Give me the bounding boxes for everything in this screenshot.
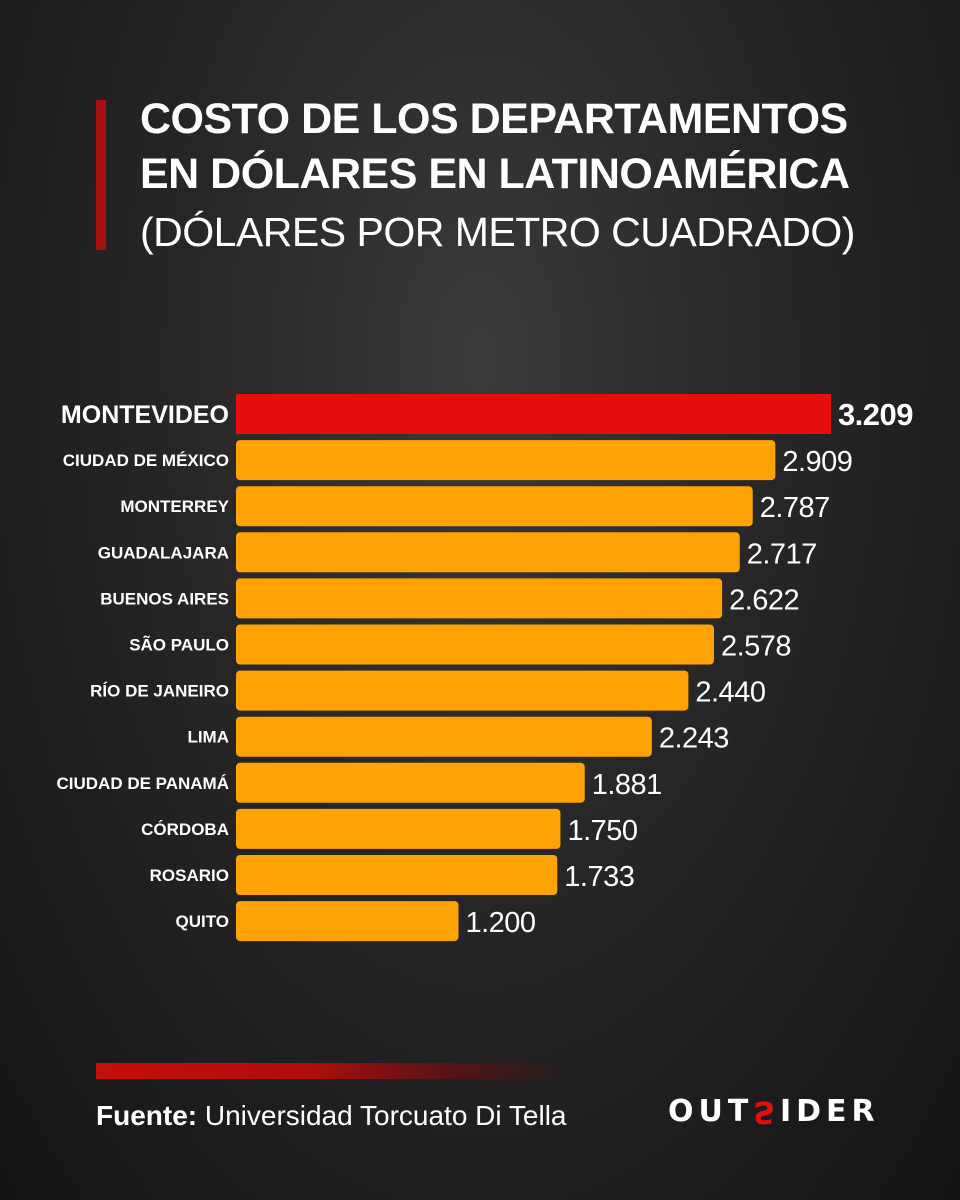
category-label-3: GUADALAJARA <box>98 543 229 562</box>
source-text: Universidad Torcuato Di Tella <box>204 1100 567 1131</box>
value-label-0: 3.209 <box>838 397 913 432</box>
bar-chart: MONTEVIDEO 3.209 CIUDAD DE MÉXICO 2.909 MONT… <box>56 394 914 942</box>
value-label-1: 2.909 <box>782 446 852 478</box>
bar-0 <box>236 394 831 434</box>
value-label-9: 1.750 <box>567 815 637 847</box>
category-label-8: CIUDAD DE PANAMÁ <box>56 774 229 793</box>
title-accent-bar <box>96 100 106 250</box>
chart-title-line-1: COSTO DE LOS DEPARTAMENTOS <box>140 95 848 143</box>
value-label-2: 2.787 <box>760 492 830 524</box>
category-label-5: SÃO PAULO <box>129 635 229 655</box>
chart-title-line-2: EN DÓLARES EN LATINOAMÉRICA <box>140 150 850 198</box>
value-label-6: 2.440 <box>695 677 765 709</box>
category-label-4: BUENOS AIRES <box>100 589 229 608</box>
bar-11 <box>236 901 459 942</box>
category-label-7: LIMA <box>187 728 229 747</box>
value-label-11: 1.200 <box>465 907 535 939</box>
category-label-0: MONTEVIDEO <box>61 401 229 429</box>
bar-2 <box>236 486 753 527</box>
category-label-11: QUITO <box>175 912 229 931</box>
source-label: Fuente: <box>96 1100 198 1131</box>
footer-accent-bar <box>96 1063 566 1079</box>
logo-text-left: OUT <box>668 1094 754 1129</box>
category-label-1: CIUDAD DE MÉXICO <box>63 451 229 470</box>
category-label-9: CÓRDOBA <box>141 820 229 839</box>
category-label-2: MONTERREY <box>120 497 229 516</box>
bar-10 <box>236 855 558 895</box>
value-label-10: 1.733 <box>564 861 634 893</box>
value-label-5: 2.578 <box>721 631 791 663</box>
bar-8 <box>236 762 585 803</box>
value-label-4: 2.622 <box>729 584 799 616</box>
bar-3 <box>236 532 740 573</box>
logo-text-right: IDER <box>779 1094 880 1129</box>
value-label-7: 2.243 <box>659 723 729 755</box>
source-credit: Fuente: Universidad Torcuato Di Tella <box>96 1100 566 1132</box>
category-label-6: RÍO DE JANEIRO <box>90 682 229 701</box>
bar-4 <box>236 578 723 619</box>
outsider-logo: OUTSIDER <box>668 1094 880 1129</box>
bar-7 <box>236 716 652 757</box>
bar-6 <box>236 670 689 711</box>
chart-subtitle: (DÓLARES POR METRO CUADRADO) <box>140 209 855 255</box>
category-label-10: ROSARIO <box>150 866 229 885</box>
value-label-8: 1.881 <box>592 769 662 801</box>
chart-header: COSTO DE LOS DEPARTAMENTOS EN DÓLARES EN… <box>140 92 920 262</box>
bar-5 <box>236 624 714 665</box>
value-label-3: 2.717 <box>747 538 817 570</box>
logo-s-mark: S <box>753 1094 780 1129</box>
bar-9 <box>236 808 561 849</box>
bar-1 <box>236 440 776 481</box>
